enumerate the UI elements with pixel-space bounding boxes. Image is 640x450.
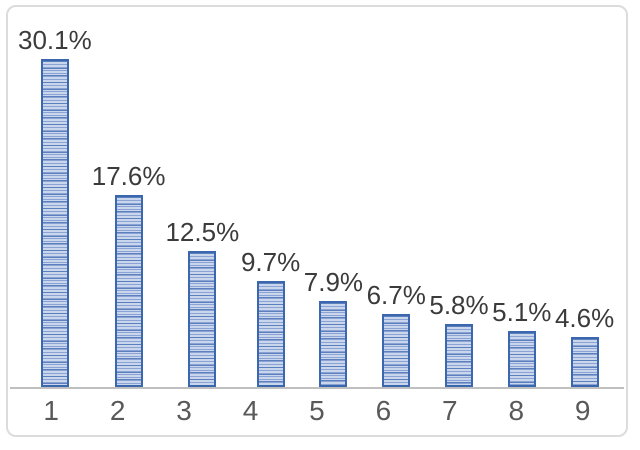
bar bbox=[507, 331, 536, 387]
x-axis-tick-label: 2 bbox=[109, 395, 126, 426]
bar-data-label: 6.7% bbox=[366, 280, 426, 310]
bar bbox=[114, 195, 143, 387]
x-axis-tick-label: 4 bbox=[242, 395, 259, 426]
bar bbox=[256, 281, 285, 387]
x-axis-tick-label: 8 bbox=[508, 395, 525, 426]
bar bbox=[40, 59, 69, 387]
bar-column: 6.7% bbox=[365, 17, 428, 387]
x-axis-tick-label: 3 bbox=[176, 395, 192, 426]
bar-data-label: 12.5% bbox=[165, 217, 240, 247]
bar-column: 5.1% bbox=[490, 17, 553, 387]
x-axis-tick-label: 7 bbox=[442, 395, 458, 426]
bar-column: 4.6% bbox=[553, 17, 616, 387]
bar-column: 5.8% bbox=[428, 17, 491, 387]
bar-column: 30.1% bbox=[18, 17, 92, 387]
bar-column: 17.6% bbox=[91, 17, 166, 387]
x-axis-tick-label: 6 bbox=[375, 395, 392, 426]
bar-column: 12.5% bbox=[165, 17, 239, 387]
x-axis-tick-label: 9 bbox=[574, 395, 591, 426]
x-axis-tick-label: 5 bbox=[309, 395, 325, 426]
bar-data-label: 5.8% bbox=[429, 290, 489, 320]
x-axis-tick-row: 1 2 3 4 5 6 7 8 9 bbox=[18, 391, 616, 431]
x-axis-tick-label: 1 bbox=[43, 395, 59, 426]
bar-data-label: 5.1% bbox=[492, 297, 552, 327]
plot-area: 30.1% 17.6% 12.5% 9.7% 7.9% 6.7% 5.8% 5.1% 4.6% bbox=[18, 17, 616, 387]
bar-column: 9.7% bbox=[239, 17, 302, 387]
bar-data-label: 4.6% bbox=[554, 303, 615, 333]
x-axis-line bbox=[10, 387, 624, 389]
bar-column: 7.9% bbox=[302, 17, 365, 387]
bar bbox=[188, 251, 217, 387]
bar-data-label: 30.1% bbox=[18, 25, 92, 55]
chart-frame: 30.1% 17.6% 12.5% 9.7% 7.9% 6.7% 5.8% 5.1% 4.6% … bbox=[6, 5, 628, 437]
bar bbox=[570, 337, 599, 387]
bar bbox=[444, 324, 473, 387]
bar-data-label: 17.6% bbox=[91, 161, 166, 191]
bar-data-label: 7.9% bbox=[303, 267, 364, 297]
bar bbox=[382, 314, 411, 387]
bar bbox=[319, 301, 348, 387]
bar-data-label: 9.7% bbox=[240, 247, 301, 277]
